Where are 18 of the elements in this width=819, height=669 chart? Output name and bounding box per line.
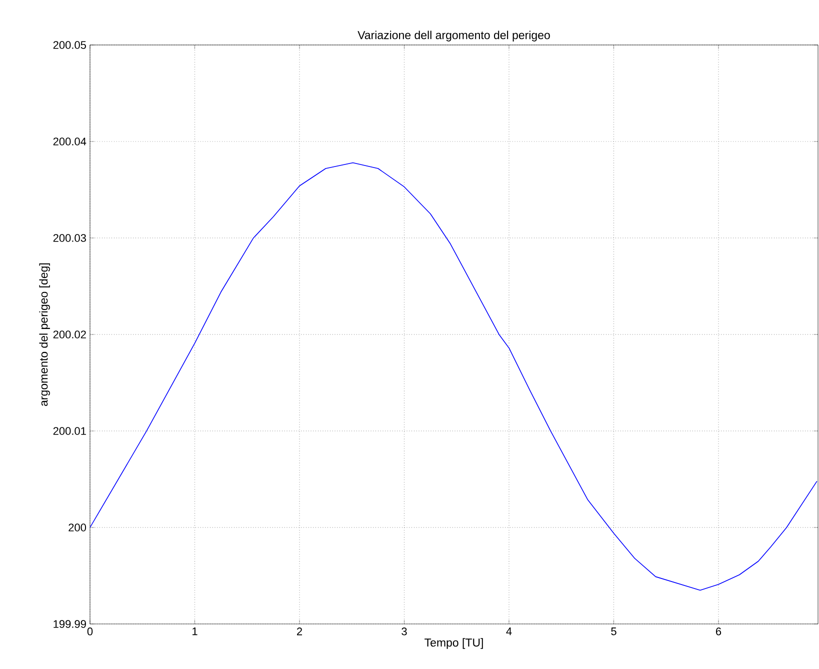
x-tick-label: 3 <box>402 628 407 636</box>
chart-title: Variazione dell argomento del perigeo <box>358 30 550 42</box>
y-tick-label: 200.05 <box>53 41 86 49</box>
x-tick-label: 4 <box>506 628 512 636</box>
x-axis-title: Tempo [TU] <box>424 638 483 649</box>
x-tick-label: 1 <box>192 628 198 636</box>
y-tick-label: 200.01 <box>53 427 86 435</box>
x-tick-label: 5 <box>611 628 616 636</box>
y-tick-label: 200.04 <box>53 138 86 146</box>
y-tick-label: 200.03 <box>53 234 86 242</box>
y-tick-label: 199.99 <box>54 620 86 628</box>
line-series <box>90 162 818 591</box>
x-tick-label: 0 <box>87 628 93 636</box>
y-tick-label: 200.02 <box>53 330 86 338</box>
x-tick-label: 6 <box>716 628 722 636</box>
x-tick-label: 2 <box>296 628 302 636</box>
y-tick-label: 200 <box>68 524 86 532</box>
y-axis-title: argomento del perigeo [deg] <box>39 263 50 406</box>
